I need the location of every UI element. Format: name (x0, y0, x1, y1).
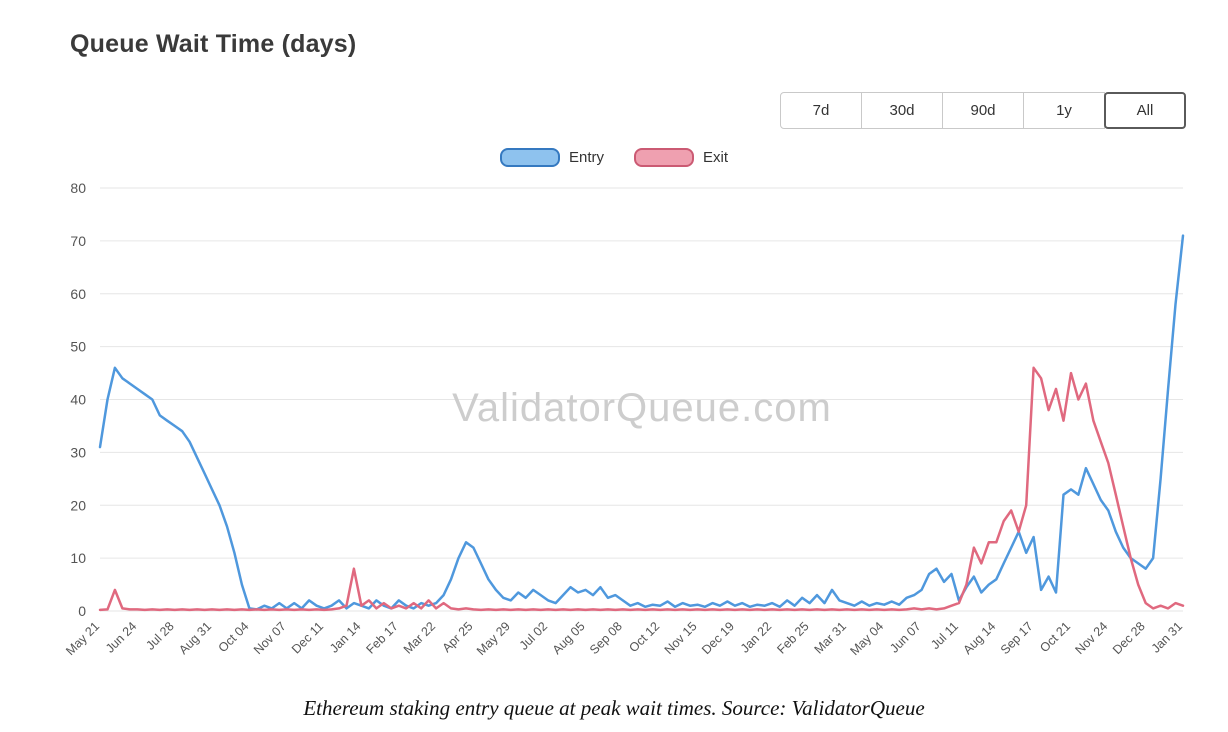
x-axis-label: Sep 08 (587, 619, 625, 657)
y-axis-label: 0 (78, 603, 86, 619)
y-axis-label: 70 (70, 233, 86, 249)
x-axis-label: Jan 14 (327, 619, 363, 655)
legend-swatch-entry (499, 148, 560, 167)
x-axis-label: Jan 22 (738, 619, 774, 655)
x-axis-label: Jun 24 (103, 619, 139, 655)
y-axis-label: 80 (70, 180, 86, 196)
y-axis-label: 60 (70, 286, 86, 302)
chart-caption: Ethereum staking entry queue at peak wai… (303, 696, 925, 720)
legend-label-exit: Exit (703, 149, 729, 166)
x-axis-label: Aug 31 (176, 619, 214, 657)
legend-label-entry: Entry (568, 149, 604, 166)
x-axis-label: Nov 24 (1073, 619, 1111, 657)
x-axis-label: Jun 07 (887, 619, 923, 655)
series-exit-line (98, 366, 1185, 612)
x-axis-label: Jan 31 (1149, 619, 1185, 655)
x-axis-label: Nov 15 (662, 619, 700, 657)
x-axis-label: Dec 28 (1110, 619, 1148, 657)
x-axis-label: Oct 21 (1037, 619, 1073, 655)
y-axis-label: 10 (70, 550, 86, 566)
x-axis-label: Feb 17 (363, 619, 400, 656)
series-entry-line (98, 234, 1185, 611)
y-axis-label: 20 (70, 497, 86, 513)
chart-legend: Entry Exit (0, 148, 1228, 167)
x-axis-label: Apr 25 (440, 619, 476, 655)
x-axis-label: Feb 25 (774, 619, 811, 656)
chart-watermark: ValidatorQueue.com (452, 386, 832, 430)
x-axis-label: Jul 28 (143, 619, 177, 653)
x-axis-label: Jul 11 (928, 619, 961, 652)
x-axis-label: Aug 14 (961, 619, 999, 657)
x-axis-label: Dec 11 (289, 619, 326, 656)
range-button-30d[interactable]: 30d (861, 92, 943, 129)
range-selector: 7d 30d 90d 1y All (780, 92, 1186, 129)
range-button-90d[interactable]: 90d (942, 92, 1024, 129)
x-axis-label: Oct 12 (626, 619, 662, 655)
queue-wait-chart: 0 10 20 30 40 50 60 70 80 ValidatorQueue.com May 2… (63, 180, 1185, 658)
x-axis-label: Mar 31 (812, 619, 849, 656)
x-axis-label: Aug 05 (550, 619, 588, 657)
range-button-7d[interactable]: 7d (780, 92, 862, 129)
x-axis-label: May 29 (474, 619, 513, 658)
range-button-1y[interactable]: 1y (1023, 92, 1105, 129)
x-axis-label: Mar 22 (401, 619, 438, 656)
y-axis-label: 30 (70, 444, 86, 460)
x-axis-label: Oct 04 (216, 619, 252, 655)
x-axis-label: May 21 (63, 619, 102, 658)
y-axis-label: 50 (70, 339, 86, 355)
x-axis-label: May 04 (847, 619, 886, 658)
x-axis-label: Jul 02 (517, 619, 551, 653)
x-axis-label: Nov 07 (251, 619, 289, 657)
legend-item-entry[interactable]: Entry (499, 148, 604, 167)
legend-item-exit[interactable]: Exit (634, 148, 728, 167)
chart-title: Queue Wait Time (days) (70, 30, 357, 58)
range-button-all[interactable]: All (1104, 92, 1186, 129)
x-axis-label: Sep 17 (998, 619, 1036, 657)
legend-swatch-exit (634, 148, 694, 167)
x-axis-label: Dec 19 (699, 619, 737, 657)
y-axis-label: 40 (70, 392, 86, 408)
